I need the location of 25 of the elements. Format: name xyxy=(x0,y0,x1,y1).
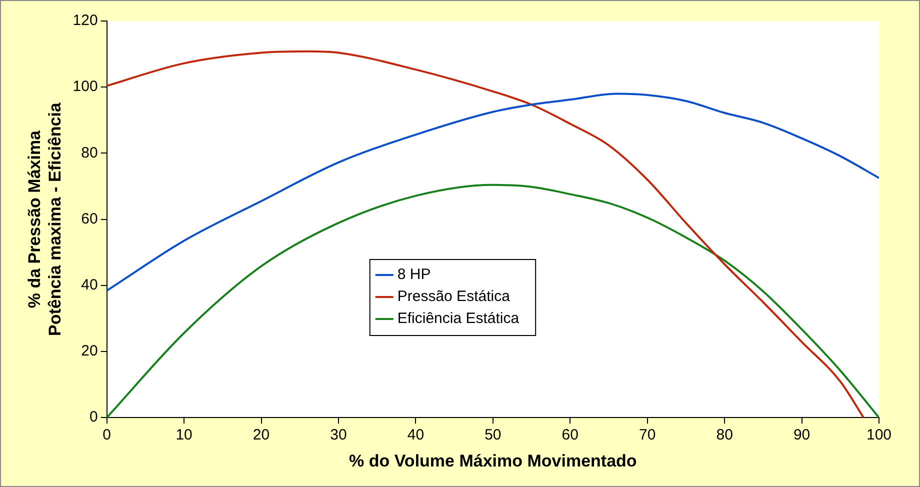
x-tick-label: 20 xyxy=(252,426,270,444)
y-tick-label: 60 xyxy=(81,210,98,228)
x-tick-label: 70 xyxy=(639,426,656,444)
y-tick-label: 120 xyxy=(72,12,98,30)
x-tick-label: 100 xyxy=(866,426,892,444)
x-tick-label: 80 xyxy=(716,426,733,444)
x-axis-title: % do Volume Máximo Movimentado xyxy=(349,451,637,470)
line-series xyxy=(106,50,865,418)
y-tick-label: 40 xyxy=(81,276,98,294)
legend-label: Eficiência Estática xyxy=(397,310,520,328)
x-tick-label: 10 xyxy=(176,426,192,444)
y-tick-label: 0 xyxy=(89,408,98,426)
x-tick-label: 50 xyxy=(484,426,502,444)
y-tick-label: 20 xyxy=(81,342,98,360)
y-tick-label: 100 xyxy=(72,78,98,96)
line-series xyxy=(106,92,879,292)
x-tick-label: 60 xyxy=(562,426,578,444)
x-tick-label: 0 xyxy=(102,426,111,444)
y-axis-title: % da Pressão Máxima Potência maxima - Eficiência xyxy=(24,102,64,336)
x-tick-label: 40 xyxy=(407,426,424,444)
legend-label: Pressão Estática xyxy=(397,288,511,306)
y-tick-label: 80 xyxy=(81,144,98,162)
x-tick-label: 30 xyxy=(330,426,347,444)
x-tick-label: 90 xyxy=(793,426,810,444)
legend-label: 8 HP xyxy=(397,266,431,284)
